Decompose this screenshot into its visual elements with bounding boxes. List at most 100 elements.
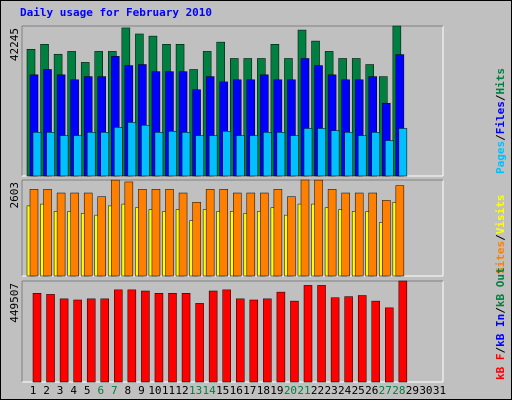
bar (276, 291, 286, 383)
x-tick-label: 24 (338, 384, 352, 397)
bar (127, 122, 137, 177)
bar (59, 135, 69, 177)
bar (344, 296, 353, 383)
bar (100, 132, 109, 177)
bar (43, 189, 52, 277)
bar (127, 289, 137, 383)
x-tick-label: 21 (297, 384, 310, 397)
x-tick-label: 20 (284, 384, 297, 397)
bar (371, 132, 380, 177)
bar (317, 128, 326, 177)
bar (56, 192, 66, 277)
legend-entry: Sites (494, 241, 507, 274)
legend-entry: kB In (494, 314, 507, 347)
bar (181, 292, 191, 383)
bar (357, 295, 367, 383)
bar (124, 181, 134, 277)
legend-separator: / (494, 94, 507, 101)
x-tick-label: 11 (162, 384, 175, 397)
y-tick-label: 42245 (8, 28, 21, 61)
x-tick-label: 29 (406, 384, 419, 397)
x-tick-label: 4 (70, 384, 77, 397)
legend-entry: Hits (494, 68, 507, 95)
legend-separator: / (494, 307, 507, 314)
bar (222, 289, 231, 383)
bar (208, 135, 218, 177)
bar (83, 192, 93, 277)
x-tick-label: 28 (392, 384, 405, 397)
legend: Pages/Files/Hits (494, 68, 507, 174)
x-tick-label: 2 (43, 384, 50, 397)
y-tick-label: 449507 (8, 283, 21, 323)
bar (263, 132, 272, 177)
bar (165, 189, 174, 277)
bar (303, 128, 313, 177)
bar (398, 280, 408, 383)
bar (73, 135, 82, 177)
bar (354, 192, 364, 277)
bar (317, 285, 326, 383)
bar (114, 127, 123, 177)
bar (233, 192, 242, 277)
bar (138, 189, 147, 277)
bar (287, 196, 296, 277)
bar (260, 192, 269, 277)
bar (368, 192, 377, 277)
bar (385, 140, 394, 177)
bar (168, 131, 177, 177)
legend-entry: kB F (494, 354, 507, 381)
bar (371, 300, 380, 383)
bar (86, 132, 96, 177)
bar (290, 300, 299, 383)
bar (314, 179, 323, 277)
bar (330, 130, 340, 177)
legend: Sites/Visits (494, 195, 507, 275)
bar (195, 303, 204, 383)
bar (100, 298, 109, 383)
bar (168, 292, 177, 383)
bar (208, 290, 218, 383)
bar (341, 192, 350, 277)
bar (395, 185, 405, 277)
legend-separator: / (494, 134, 507, 141)
bar (192, 201, 201, 277)
bar (327, 189, 337, 277)
bar (385, 307, 394, 383)
bar (154, 292, 164, 383)
bar (205, 189, 215, 277)
bar (111, 179, 120, 277)
bar (154, 132, 164, 177)
legend-entry: Files (494, 101, 507, 134)
x-tick-label: 25 (352, 384, 365, 397)
x-tick-label: 26 (365, 384, 378, 397)
bar (236, 298, 245, 383)
y-tick-label: 2603 (8, 182, 21, 209)
x-tick-label: 16 (230, 384, 243, 397)
bar (178, 192, 188, 277)
x-tick-label: 5 (84, 384, 91, 397)
bar (141, 290, 150, 383)
bar (86, 298, 96, 383)
bar (273, 189, 283, 277)
bar (382, 200, 391, 277)
x-tick-label: 27 (379, 384, 392, 397)
bar (32, 292, 42, 383)
bar (246, 192, 256, 277)
bar (249, 299, 259, 383)
bar (263, 298, 272, 383)
bar (70, 192, 79, 277)
legend-entry: Visits (494, 195, 507, 235)
bar (73, 299, 82, 383)
x-tick-label: 10 (148, 384, 161, 397)
bar (151, 189, 161, 277)
bar (97, 196, 106, 277)
bar (249, 135, 259, 177)
bar (344, 132, 353, 177)
bar (222, 131, 231, 177)
bar (181, 132, 191, 177)
x-tick-label: 30 (419, 384, 432, 397)
x-tick-label: 7 (111, 384, 118, 397)
x-tick-label: 14 (203, 384, 217, 397)
